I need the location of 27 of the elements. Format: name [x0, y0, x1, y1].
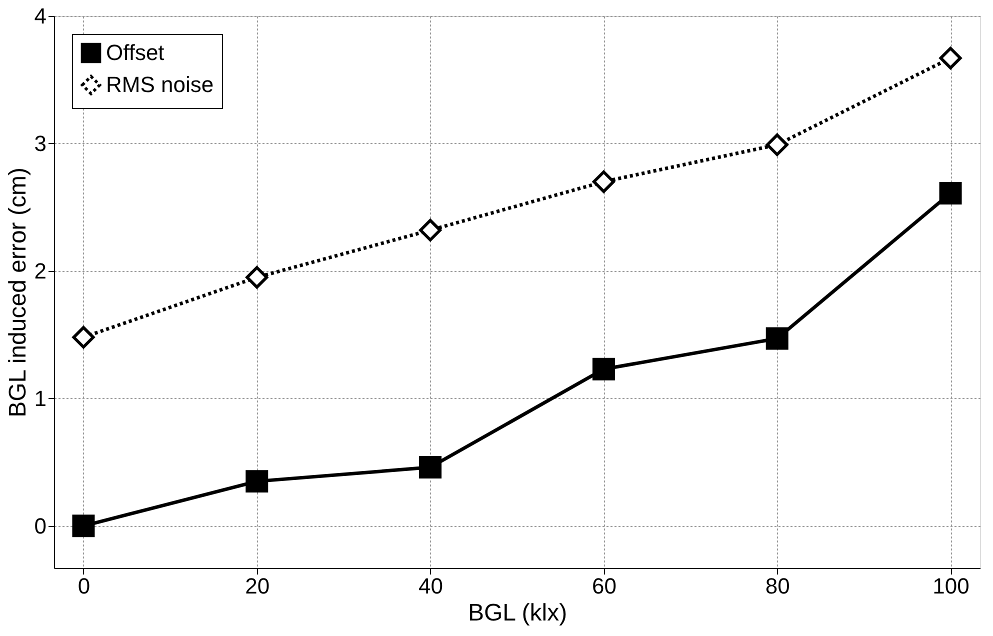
- point: [592, 358, 615, 380]
- x-tick-label: 100: [932, 574, 970, 598]
- point: [419, 456, 442, 479]
- x-tick-label: 80: [765, 574, 790, 598]
- point: [419, 218, 442, 242]
- legend-label: Offset: [106, 40, 164, 65]
- point: [766, 134, 788, 156]
- point: [246, 470, 268, 493]
- point: [72, 514, 95, 538]
- point: [939, 182, 962, 204]
- x-tick-label: 60: [592, 574, 616, 598]
- legend-label: RMS noise: [106, 72, 214, 97]
- point: [939, 46, 962, 70]
- point: [592, 170, 615, 193]
- x-tick-label: 40: [418, 574, 444, 598]
- y-tick-label: 4: [34, 4, 46, 28]
- y-axis-title: BGL induced error (cm): [4, 168, 32, 418]
- x-tick-label: 0: [78, 574, 90, 598]
- y-tick-label: 1: [34, 386, 46, 411]
- x-tick-label: 20: [245, 574, 270, 598]
- x-axis-title: BGL (klx): [468, 600, 568, 626]
- y-tick-label: 0: [34, 513, 46, 538]
- point: [246, 266, 268, 289]
- point: [72, 326, 95, 349]
- y-tick-label: 3: [34, 130, 46, 156]
- y-tick-label: 2: [34, 258, 46, 284]
- point: [766, 327, 788, 350]
